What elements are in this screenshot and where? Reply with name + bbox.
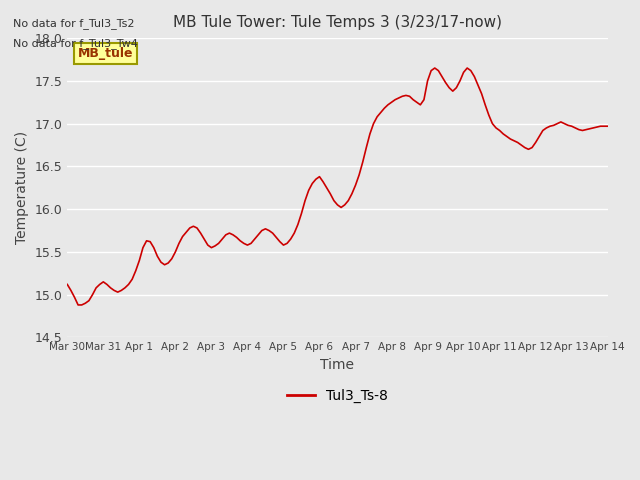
Title: MB Tule Tower: Tule Temps 3 (3/23/17-now): MB Tule Tower: Tule Temps 3 (3/23/17-now… [173, 15, 502, 30]
Legend: Tul3_Ts-8: Tul3_Ts-8 [282, 383, 394, 408]
Y-axis label: Temperature (C): Temperature (C) [15, 131, 29, 244]
Text: MB_tule: MB_tule [78, 47, 134, 60]
Text: No data for f_Tul3_Ts2: No data for f_Tul3_Ts2 [13, 18, 134, 29]
X-axis label: Time: Time [321, 358, 355, 372]
Text: No data for f_Tul3_Tw4: No data for f_Tul3_Tw4 [13, 37, 138, 48]
